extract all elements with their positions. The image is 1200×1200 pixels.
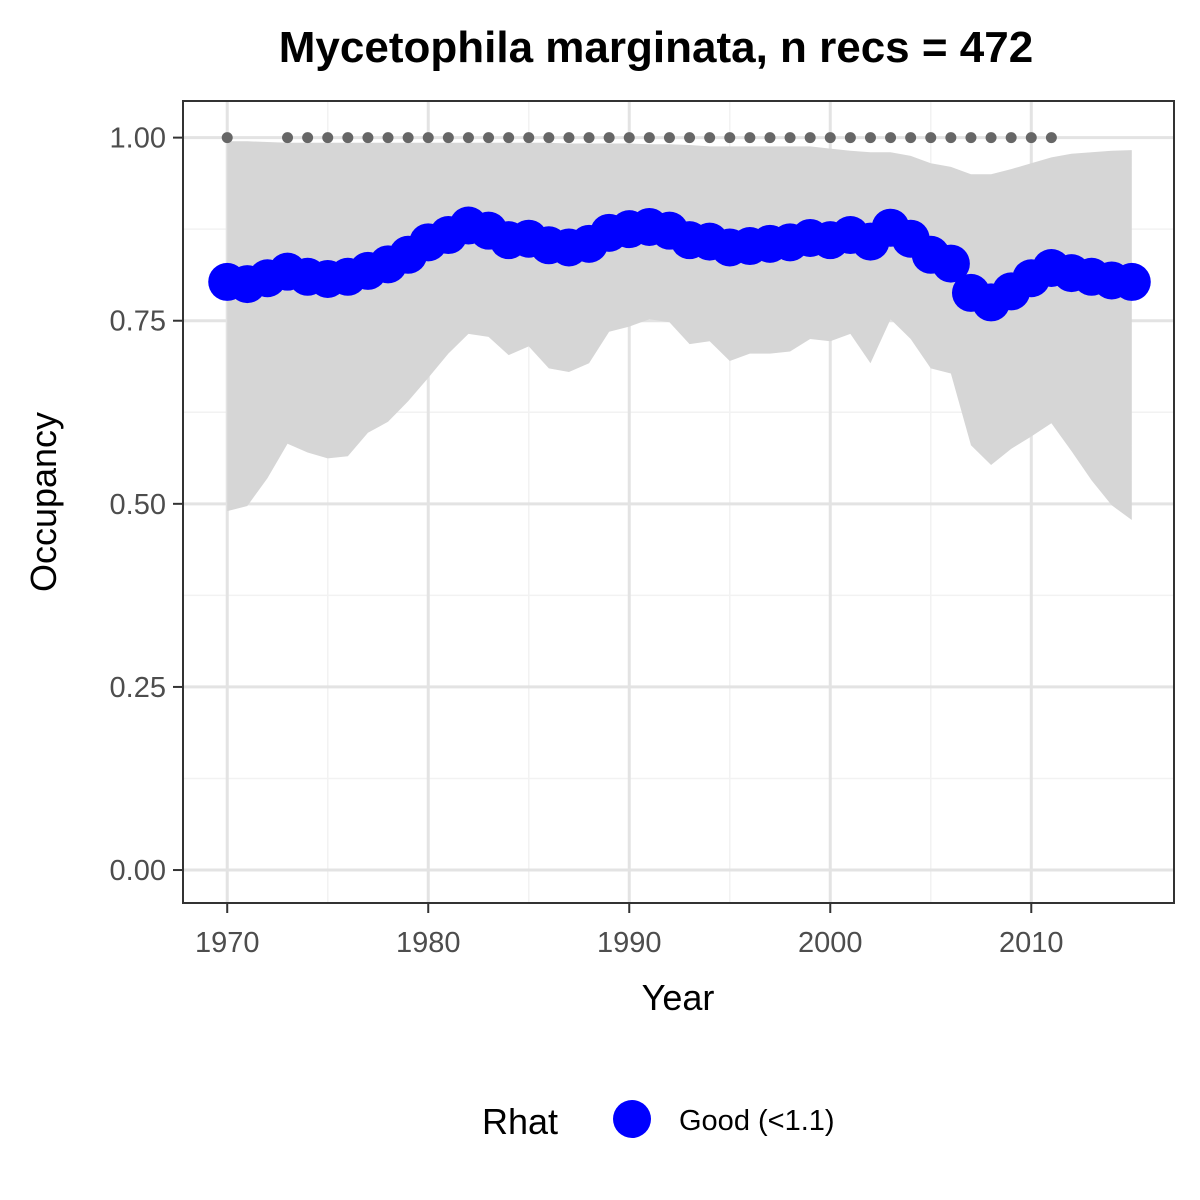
- legend-key-good: [613, 1100, 651, 1138]
- record-dot: [704, 132, 716, 144]
- record-dot: [684, 132, 696, 144]
- record-dots-layer: [221, 132, 1057, 144]
- y-tick-label: 0.00: [110, 855, 166, 887]
- record-dot: [382, 132, 394, 144]
- occupancy-series-layer: [208, 206, 1151, 322]
- y-tick-label: 0.25: [110, 672, 166, 704]
- record-dot: [985, 132, 997, 144]
- x-axis-ticks: 1970 1980 1990 2000 2010: [195, 903, 1064, 959]
- occupancy-point: [1112, 262, 1151, 301]
- record-dot: [322, 132, 334, 144]
- record-dot: [422, 132, 434, 144]
- chart-title: Mycetophila marginata, n recs = 472: [279, 23, 1033, 72]
- record-dot: [784, 132, 796, 144]
- record-dot: [523, 132, 535, 144]
- record-dot: [764, 132, 776, 144]
- record-dot: [663, 132, 675, 144]
- record-dot: [1005, 132, 1017, 144]
- x-tick-label: 1970: [195, 927, 260, 959]
- record-dot: [603, 132, 615, 144]
- record-dot: [925, 132, 937, 144]
- record-dot: [563, 132, 575, 144]
- x-tick-label: 2000: [798, 927, 863, 959]
- record-dot: [804, 132, 816, 144]
- record-dot: [623, 132, 635, 144]
- record-dot: [342, 132, 354, 144]
- x-axis-title: Year: [642, 977, 715, 1018]
- record-dot: [583, 132, 595, 144]
- y-axis-title: Occupancy: [23, 412, 64, 592]
- record-dot: [221, 132, 233, 144]
- y-tick-label: 0.50: [110, 489, 166, 521]
- x-tick-label: 1990: [597, 927, 662, 959]
- occupancy-point: [931, 244, 970, 283]
- legend-label-good: Good (<1.1): [679, 1105, 835, 1137]
- record-dot: [503, 132, 515, 144]
- record-dot: [744, 132, 756, 144]
- record-dot: [824, 132, 836, 144]
- record-dot: [844, 132, 856, 144]
- record-dot: [483, 132, 495, 144]
- record-dot: [724, 132, 736, 144]
- record-dot: [302, 132, 314, 144]
- record-dot: [965, 132, 977, 144]
- record-dot: [442, 132, 454, 144]
- record-dot: [282, 132, 294, 144]
- legend: Rhat Good (<1.1): [482, 1100, 835, 1142]
- record-dot: [885, 132, 897, 144]
- y-tick-label: 0.75: [110, 306, 166, 338]
- record-dot: [543, 132, 555, 144]
- y-tick-label: 1.00: [110, 123, 166, 155]
- legend-title: Rhat: [482, 1101, 558, 1142]
- record-dot: [945, 132, 957, 144]
- x-tick-label: 2010: [999, 927, 1064, 959]
- record-dot: [905, 132, 917, 144]
- record-dot: [402, 132, 414, 144]
- y-axis-ticks: 0.00 0.25 0.50 0.75 1.00: [110, 123, 183, 887]
- record-dot: [643, 132, 655, 144]
- plot-border: [182, 100, 1175, 904]
- record-dot: [1045, 132, 1057, 144]
- record-dot: [1025, 132, 1037, 144]
- record-dot: [462, 132, 474, 144]
- record-dot: [864, 132, 876, 144]
- x-tick-label: 1980: [396, 927, 461, 959]
- record-dot: [362, 132, 374, 144]
